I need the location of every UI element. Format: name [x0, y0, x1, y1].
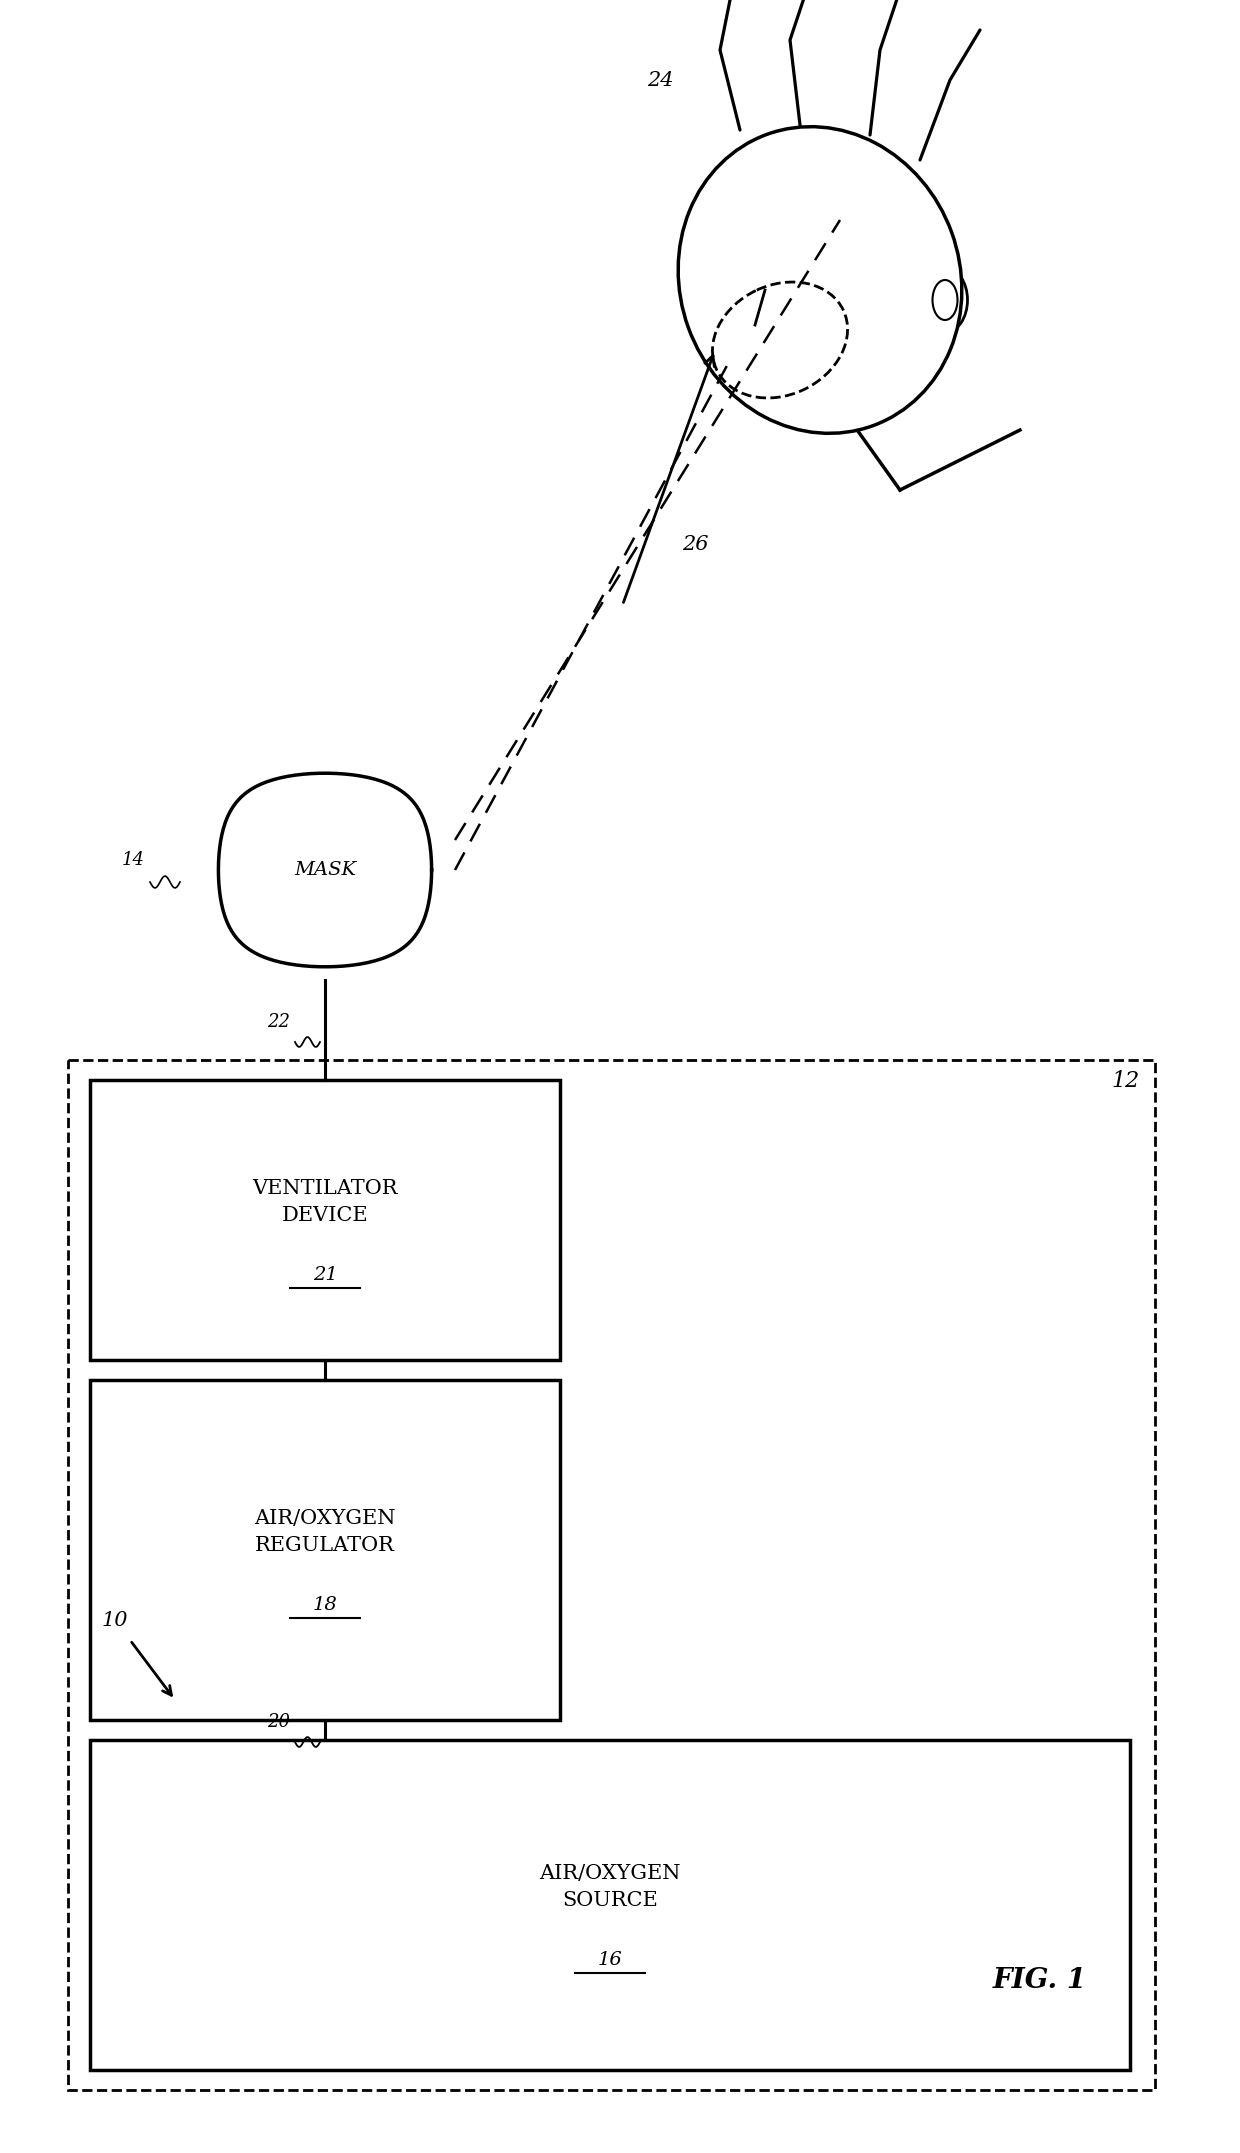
Bar: [91, 1081, 560, 1361]
Ellipse shape: [678, 127, 962, 433]
Text: 18: 18: [312, 1595, 337, 1615]
Text: MASK: MASK: [294, 861, 356, 878]
Ellipse shape: [923, 267, 967, 332]
Text: 10: 10: [102, 1610, 128, 1630]
Polygon shape: [218, 773, 432, 967]
Text: 14: 14: [122, 850, 145, 870]
Text: FIG. 1: FIG. 1: [993, 1966, 1087, 1994]
Text: 21: 21: [312, 1266, 337, 1283]
Text: 20: 20: [267, 1714, 290, 1731]
Text: 26: 26: [682, 536, 709, 555]
Text: AIR/OXYGEN
SOURCE: AIR/OXYGEN SOURCE: [539, 1864, 681, 1910]
Text: 22: 22: [267, 1014, 290, 1031]
Text: 12: 12: [1112, 1070, 1140, 1092]
Text: 16: 16: [598, 1951, 622, 1970]
Bar: [91, 1380, 560, 1720]
Text: AIR/OXYGEN
REGULATOR: AIR/OXYGEN REGULATOR: [254, 1509, 396, 1554]
Text: VENTILATOR
DEVICE: VENTILATOR DEVICE: [252, 1180, 398, 1225]
Bar: [91, 1740, 1130, 2069]
Text: 24: 24: [647, 71, 673, 90]
Bar: [68, 1059, 1154, 2091]
